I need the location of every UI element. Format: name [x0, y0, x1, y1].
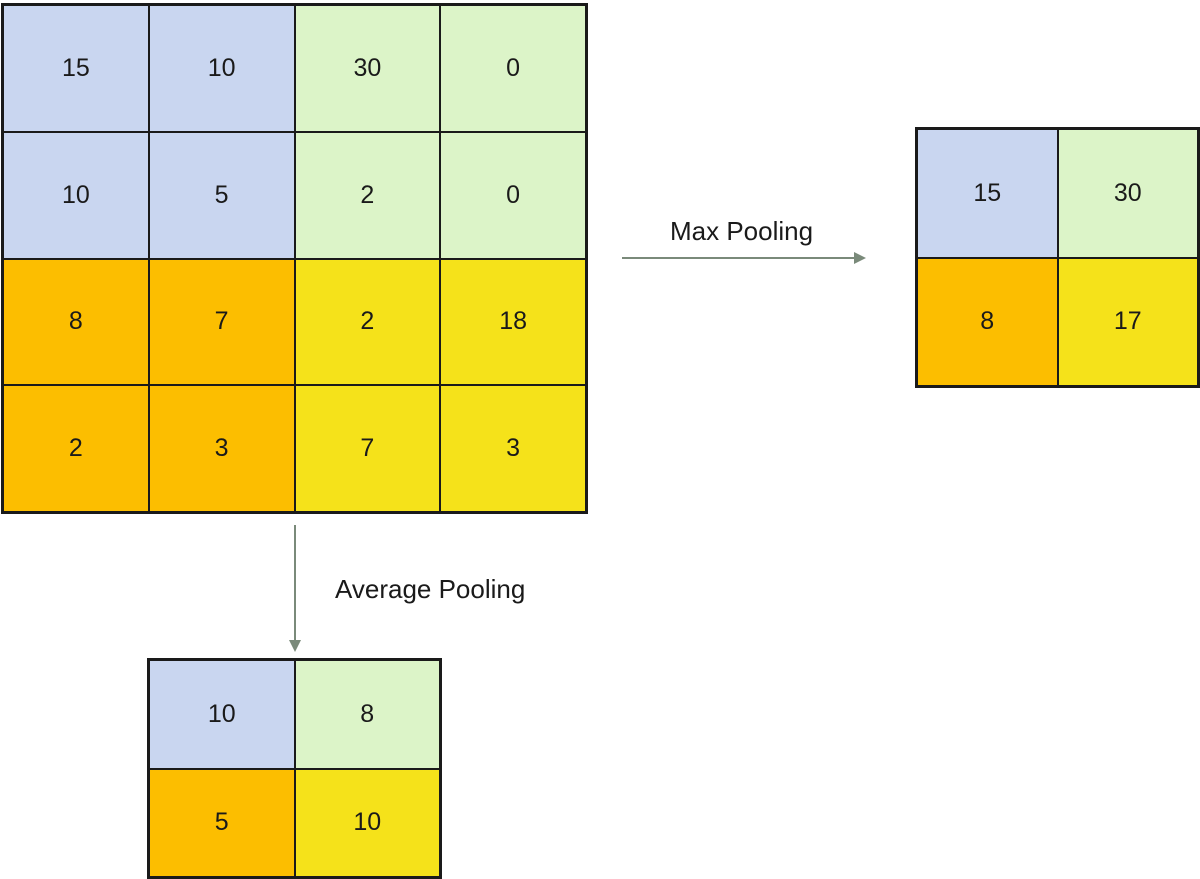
avg-pool-cell: 5 — [149, 768, 295, 877]
average-pooling-arrow-icon — [289, 525, 301, 652]
avg-pool-cell: 10 — [294, 768, 440, 877]
avg-pool-cell: 8 — [294, 660, 440, 769]
max-pool-cell: 15 — [917, 129, 1058, 258]
max-pool-cell: 17 — [1057, 257, 1198, 386]
input-cell: 7 — [148, 258, 295, 386]
input-cell: 2 — [3, 385, 149, 512]
input-cell: 5 — [148, 131, 295, 259]
max-pool-cell: 8 — [917, 257, 1058, 386]
input-cell: 10 — [3, 131, 149, 259]
input-cell: 3 — [440, 385, 586, 512]
input-cell: 8 — [3, 258, 149, 386]
input-cell: 15 — [3, 5, 149, 132]
average-pooling-output: 10 8 5 10 — [147, 658, 442, 879]
avg-pool-cell: 10 — [149, 660, 295, 769]
max-pooling-output: 15 30 8 17 — [915, 127, 1200, 388]
input-cell: 0 — [440, 5, 586, 132]
input-cell: 2 — [294, 258, 441, 386]
input-cell: 18 — [440, 258, 586, 386]
max-pooling-label: Max Pooling — [670, 216, 814, 246]
average-pooling-label: Average Pooling — [335, 574, 526, 604]
input-cell: 3 — [148, 385, 295, 512]
max-pool-cell: 30 — [1057, 129, 1198, 258]
input-matrix: 15 10 30 0 10 5 2 0 8 7 2 18 2 3 7 3 — [1, 3, 588, 514]
max-pooling-arrow-icon — [622, 252, 866, 264]
input-cell: 10 — [148, 5, 295, 132]
input-cell: 30 — [294, 5, 441, 132]
input-cell: 0 — [440, 131, 586, 259]
input-cell: 2 — [294, 131, 441, 259]
input-cell: 7 — [294, 385, 441, 512]
